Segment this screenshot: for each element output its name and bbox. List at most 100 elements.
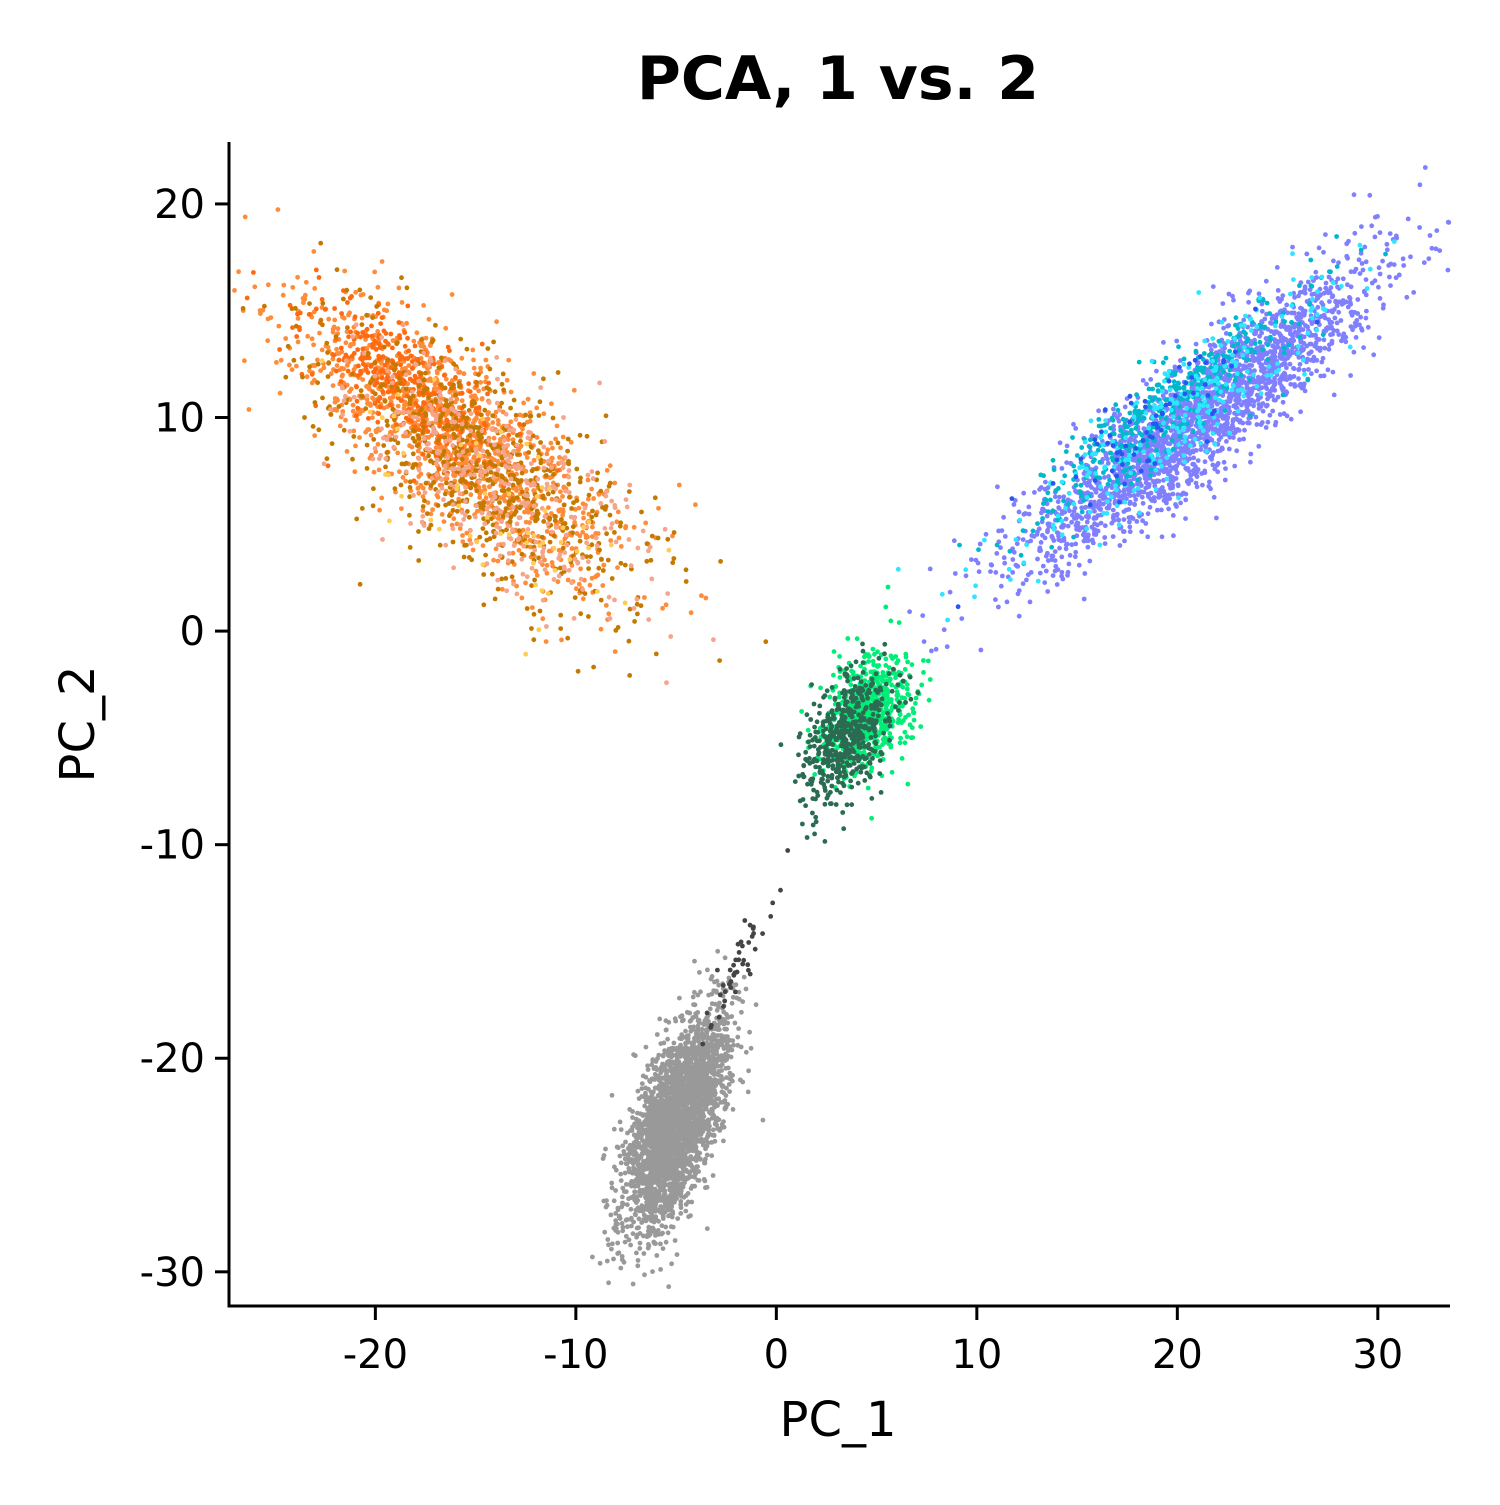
scatter-point xyxy=(538,385,544,390)
scatter-point xyxy=(1086,515,1091,520)
scatter-point xyxy=(410,428,416,433)
scatter-point xyxy=(494,319,499,325)
scatter-point xyxy=(605,557,611,563)
scatter-point xyxy=(1241,317,1247,323)
scatter-point xyxy=(540,550,545,555)
scatter-point xyxy=(1335,276,1341,282)
scatter-point xyxy=(258,311,263,316)
scatter-point xyxy=(547,515,553,521)
scatter-point xyxy=(676,482,682,488)
scatter-point xyxy=(441,407,447,412)
scatter-point xyxy=(372,445,378,451)
scatter-point xyxy=(524,455,530,460)
scatter-point xyxy=(336,404,342,409)
scatter-point xyxy=(586,492,592,498)
scatter-point xyxy=(639,509,644,515)
scatter-point xyxy=(623,525,628,531)
scatter-point xyxy=(376,356,382,362)
scatter-point xyxy=(1222,377,1228,383)
scatter-point xyxy=(391,367,397,373)
scatter-point xyxy=(536,448,541,454)
scatter-point xyxy=(363,406,369,411)
scatter-point xyxy=(352,469,358,475)
scatter-point xyxy=(366,416,371,421)
scatter-point xyxy=(453,366,459,372)
scatter-point xyxy=(397,381,403,386)
scatter-point xyxy=(1248,459,1253,465)
scatter-point xyxy=(369,323,374,329)
scatter-point xyxy=(528,430,533,436)
scatter-point xyxy=(476,479,482,484)
scatter-point xyxy=(929,648,934,654)
scatter-point xyxy=(1216,431,1222,437)
scatter-point xyxy=(436,466,442,472)
scatter-point xyxy=(1241,436,1246,442)
scatter-point xyxy=(1110,507,1116,513)
scatter-point xyxy=(963,573,969,579)
scatter-point xyxy=(665,591,671,596)
scatter-point xyxy=(242,214,248,220)
scatter-point xyxy=(529,468,535,474)
scatter-point xyxy=(318,317,324,323)
scatter-point xyxy=(422,401,427,406)
scatter-point xyxy=(367,409,373,415)
scatter-point xyxy=(609,576,615,581)
scatter-point xyxy=(632,619,637,624)
scatter-point xyxy=(1183,491,1189,497)
scatter-point xyxy=(483,530,489,536)
scatter-point xyxy=(479,412,484,418)
scatter-point xyxy=(491,435,497,441)
scatter-point xyxy=(1387,274,1392,280)
scatter-point xyxy=(1280,388,1286,394)
scatter-point xyxy=(1365,324,1371,330)
scatter-point xyxy=(526,450,532,455)
scatter-point xyxy=(401,450,406,456)
scatter-point xyxy=(1161,340,1166,345)
scatter-point xyxy=(993,597,998,602)
scatter-point xyxy=(631,524,637,530)
scatter-point xyxy=(1255,397,1261,403)
scatter-point xyxy=(627,482,633,488)
scatter-point xyxy=(396,351,402,357)
scatter-point xyxy=(560,434,566,440)
scatter-point xyxy=(368,432,374,438)
scatter-point xyxy=(1057,494,1062,500)
scatter-point xyxy=(372,360,378,365)
scatter-point xyxy=(1260,408,1266,414)
scatter-point xyxy=(1045,527,1050,533)
scatter-point xyxy=(486,400,492,405)
scatter-point xyxy=(459,355,465,361)
scatter-point xyxy=(577,538,583,544)
scatter-point xyxy=(627,673,633,678)
scatter-point xyxy=(421,424,426,430)
scatter-point xyxy=(927,566,933,572)
scatter-point xyxy=(538,440,543,445)
scatter-point xyxy=(590,508,595,514)
scatter-point xyxy=(364,393,370,399)
scatter-point xyxy=(578,611,584,617)
scatter-point xyxy=(413,462,419,467)
scatter-point xyxy=(1115,517,1121,523)
scatter-point xyxy=(322,307,328,312)
scatter-point xyxy=(519,556,525,562)
scatter-point xyxy=(1353,266,1359,272)
scatter-point xyxy=(1259,308,1265,314)
scatter-point xyxy=(584,540,589,546)
scatter-point xyxy=(370,503,376,509)
scatter-point xyxy=(454,508,460,514)
scatter-point xyxy=(595,470,600,476)
scatter-point xyxy=(1121,509,1127,514)
scatter-point xyxy=(580,529,586,535)
scatter-point xyxy=(1045,558,1051,563)
scatter-point xyxy=(465,448,470,453)
scatter-point xyxy=(481,500,487,506)
scatter-point xyxy=(434,368,440,374)
scatter-point xyxy=(1128,514,1134,520)
scatter-point xyxy=(373,428,379,433)
scatter-point xyxy=(457,491,463,497)
scatter-point xyxy=(484,561,490,567)
scatter-point xyxy=(1076,562,1082,568)
scatter-point xyxy=(510,505,516,510)
scatter-point xyxy=(1224,439,1229,444)
